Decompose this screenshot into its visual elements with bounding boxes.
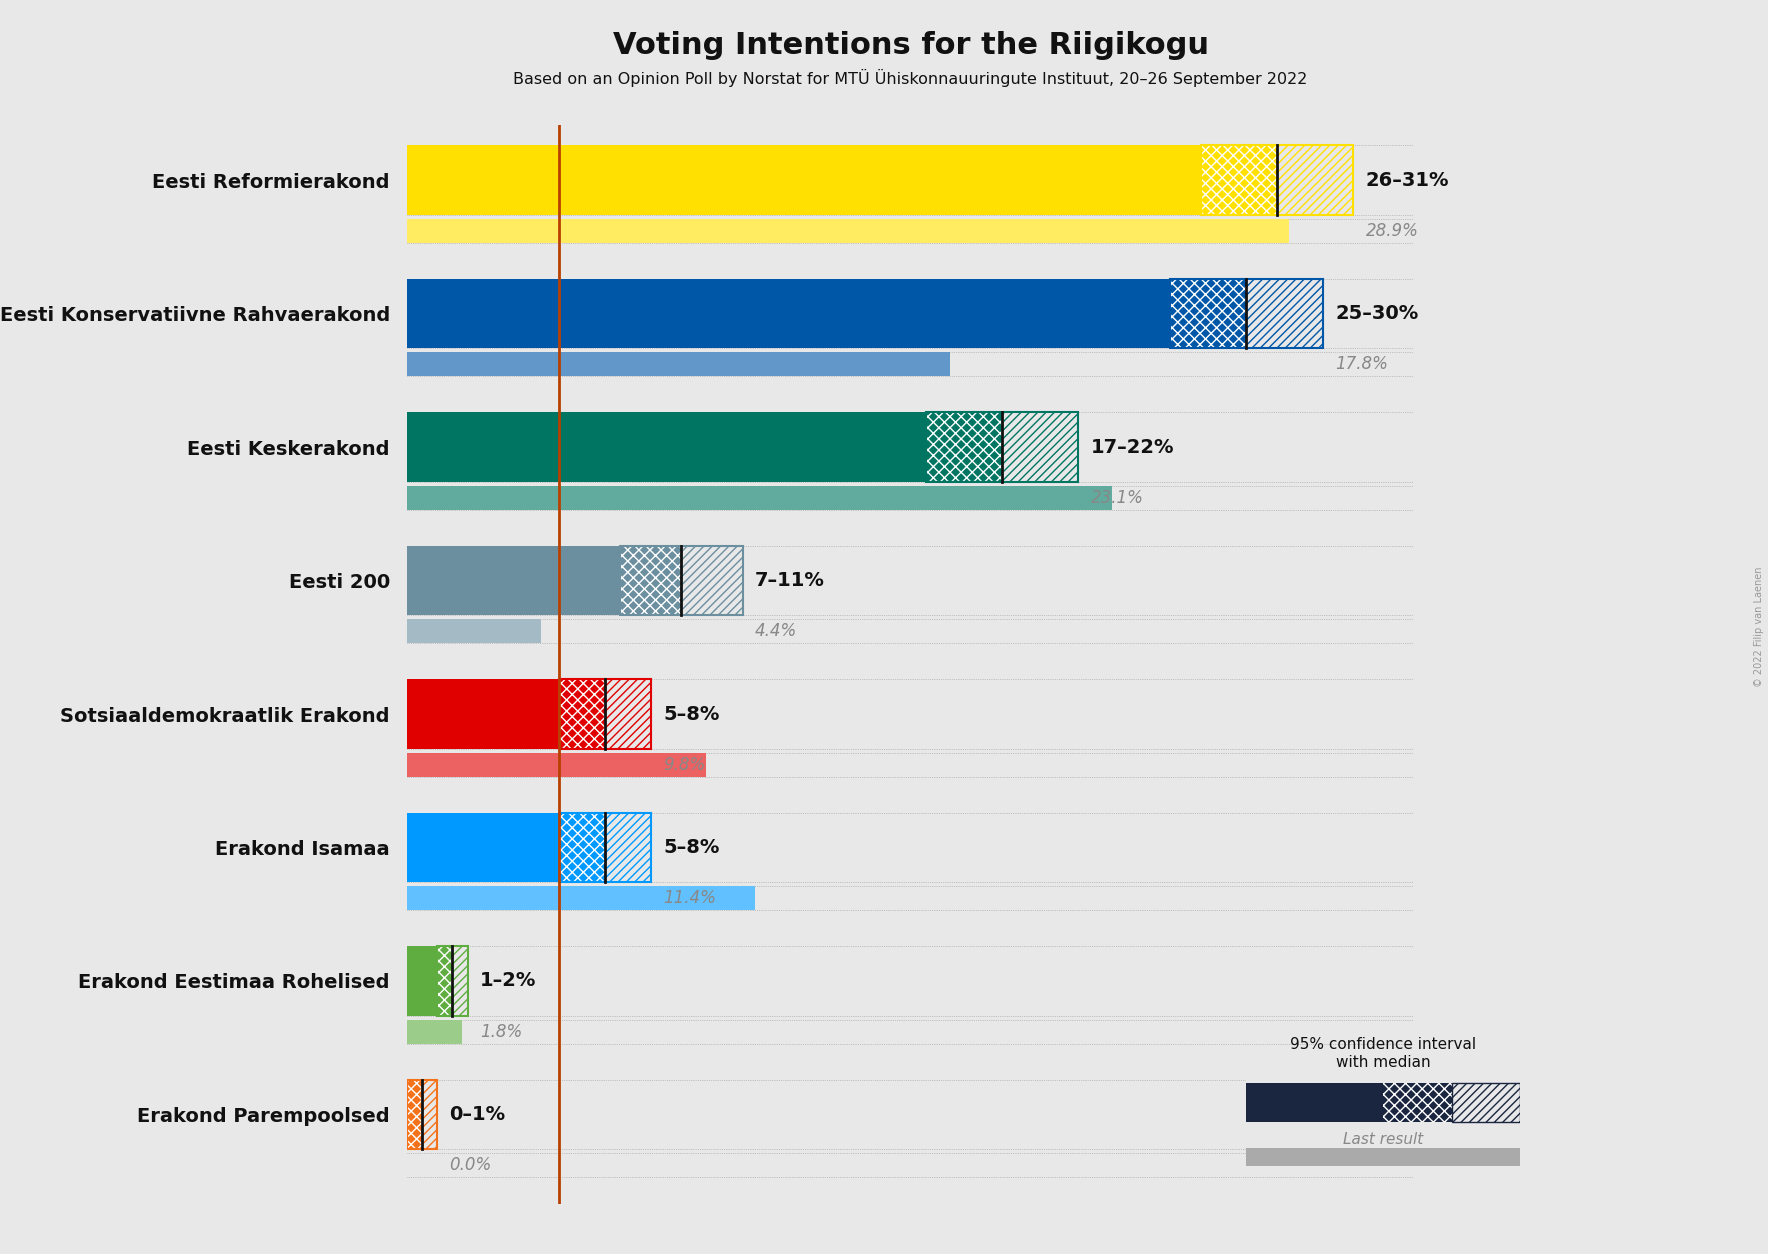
Text: 28.9%: 28.9% [1365, 222, 1418, 240]
Text: 17.8%: 17.8% [1335, 355, 1388, 374]
Bar [407, 145, 1200, 214]
Bar [559, 813, 605, 882]
Text: Based on an Opinion Poll by Norstat for MTÜ Ühiskonnauuringute Instituut, 20–26 : Based on an Opinion Poll by Norstat for … [513, 69, 1308, 87]
Bar [1170, 278, 1246, 349]
Bar [407, 485, 1112, 510]
Bar [1200, 145, 1276, 214]
Text: 17–22%: 17–22% [1091, 438, 1174, 456]
Bar [407, 680, 559, 749]
Bar [621, 545, 681, 616]
Text: 95% confidence interval
with median: 95% confidence interval with median [1291, 1037, 1476, 1070]
Bar [1276, 145, 1353, 214]
Text: Voting Intentions for the Riigikogu: Voting Intentions for the Riigikogu [612, 31, 1209, 60]
Bar [423, 1080, 437, 1149]
Bar [605, 680, 651, 749]
Bar [1200, 145, 1353, 214]
Bar [621, 545, 743, 616]
Bar [407, 1080, 437, 1149]
Bar [453, 947, 469, 1016]
Text: 25–30%: 25–30% [1335, 303, 1418, 324]
Text: 4.4%: 4.4% [755, 622, 797, 641]
Bar [926, 413, 1002, 482]
Bar [407, 545, 621, 616]
Text: 0–1%: 0–1% [449, 1105, 506, 1124]
Bar [926, 413, 1078, 482]
Bar [407, 887, 755, 910]
Bar [407, 752, 705, 776]
Bar [1384, 1082, 1452, 1122]
Bar [1246, 1149, 1520, 1166]
Text: 9.8%: 9.8% [663, 756, 705, 774]
Bar [1246, 1082, 1384, 1122]
Bar [437, 947, 469, 1016]
Text: 5–8%: 5–8% [663, 838, 720, 856]
Text: 26–31%: 26–31% [1365, 171, 1450, 189]
Bar [407, 219, 1289, 243]
Bar [681, 545, 743, 616]
Bar [559, 680, 651, 749]
Bar [559, 813, 651, 882]
Text: © 2022 Filip van Laenen: © 2022 Filip van Laenen [1754, 567, 1764, 687]
Text: 11.4%: 11.4% [663, 889, 716, 907]
Bar [407, 1080, 423, 1149]
Bar [407, 619, 541, 643]
Bar [1452, 1082, 1520, 1122]
Text: 1–2%: 1–2% [479, 972, 536, 991]
Bar [605, 813, 651, 882]
Bar [407, 413, 926, 482]
Bar [1002, 413, 1078, 482]
Bar [407, 813, 559, 882]
Text: 0.0%: 0.0% [449, 1156, 492, 1174]
Bar [407, 352, 949, 376]
Text: Last result: Last result [1344, 1132, 1423, 1147]
Text: 1.8%: 1.8% [479, 1023, 522, 1041]
Bar [437, 947, 453, 1016]
Text: 23.1%: 23.1% [1091, 489, 1144, 507]
Bar [1170, 278, 1322, 349]
Bar [407, 1020, 461, 1043]
Text: 7–11%: 7–11% [755, 571, 824, 591]
Bar [407, 278, 1170, 349]
Bar [559, 680, 605, 749]
Bar [407, 947, 437, 1016]
Text: 5–8%: 5–8% [663, 705, 720, 724]
Bar [1246, 278, 1322, 349]
